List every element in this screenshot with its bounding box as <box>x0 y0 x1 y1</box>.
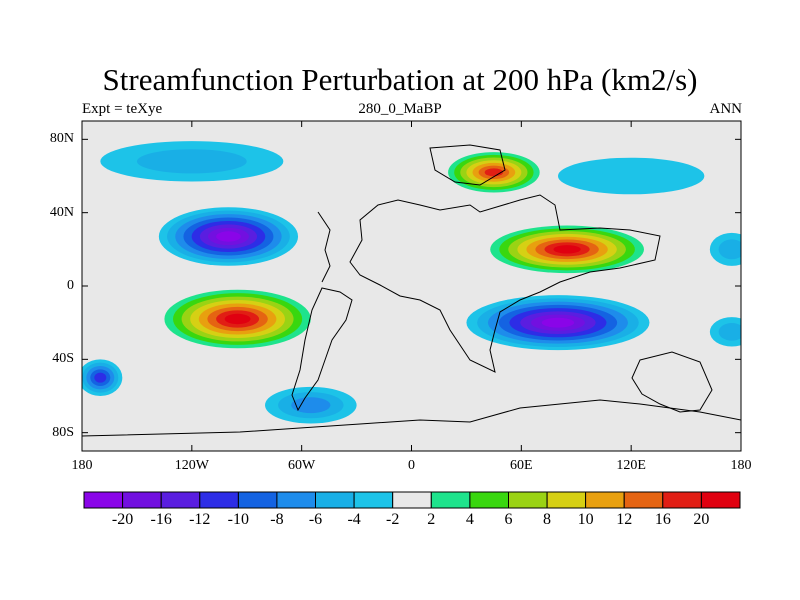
lon-tick-label: 60W <box>288 458 316 473</box>
axis-ticks <box>81 121 742 451</box>
colorbar-label: -10 <box>227 511 249 528</box>
coastline-greenland <box>429 144 506 186</box>
season-label: ANN <box>709 101 743 117</box>
colorbar-label: -2 <box>386 511 400 528</box>
run-label: 280_0_MaBP <box>358 101 442 117</box>
coastline-antarctica <box>82 399 741 437</box>
contour-field <box>82 141 741 424</box>
colorbar-swatch <box>353 491 394 509</box>
map-title: Streamfunction Perturbation at 200 hPa (… <box>102 62 698 97</box>
contour-band <box>291 397 331 414</box>
colorbar-swatch <box>392 491 432 509</box>
experiment-label: Expt = teXye <box>82 101 163 117</box>
lat-tick-label: 80S <box>52 424 74 440</box>
colorbar-swatch <box>546 491 587 509</box>
colorbar-label: 8 <box>543 511 552 528</box>
colorbar-swatch <box>122 491 162 509</box>
contour-cell-10 <box>82 359 123 396</box>
contour-band <box>216 231 241 242</box>
colorbar-swatch <box>83 491 124 509</box>
contour-cell-1 <box>164 289 311 349</box>
coastlines <box>82 144 741 437</box>
colorbar-swatch <box>430 491 471 509</box>
lat-tick-label: 40S <box>52 351 74 367</box>
lat-tick-label: 80N <box>49 131 74 147</box>
colorbar-swatch <box>585 491 625 509</box>
lon-tick-label: 180 <box>730 458 752 473</box>
lat-tick-label: 0 <box>67 278 74 293</box>
contour-band <box>553 245 581 254</box>
colorbar-label: -8 <box>270 511 284 528</box>
coastline-south-america <box>291 287 353 412</box>
colorbar-swatch <box>469 491 509 509</box>
contour-band <box>541 317 575 328</box>
colorbar-swatch <box>700 491 741 509</box>
contour-cell-2 <box>490 225 644 274</box>
colorbar-label: 2 <box>427 511 436 528</box>
contour-band <box>136 149 247 174</box>
colorbar-label: -20 <box>111 511 134 528</box>
colorbar-label: 6 <box>504 511 513 528</box>
contour-cell-6 <box>265 386 357 424</box>
colorbar-label: 4 <box>465 511 474 528</box>
colorbar-label: -6 <box>308 511 323 528</box>
contour-cell-7 <box>557 157 705 195</box>
contour-cell-5 <box>100 141 284 182</box>
lon-tick-label: 0 <box>408 458 415 473</box>
colorbar-label: -4 <box>347 511 361 528</box>
colorbar-label: 12 <box>616 511 633 528</box>
contour-cell-8 <box>709 317 741 347</box>
lon-tick-label: 120W <box>174 458 209 473</box>
colorbar-swatch <box>315 491 355 509</box>
contour-band <box>94 372 107 383</box>
colorbar-label: 20 <box>693 511 710 528</box>
contour-band <box>224 313 251 325</box>
lon-tick-label: 60E <box>510 458 533 473</box>
contour-cell-4 <box>448 152 540 193</box>
contour-band <box>557 157 705 195</box>
colorbar-label: 10 <box>577 511 594 528</box>
contour-band <box>718 323 741 341</box>
colorbar-swatch <box>623 491 664 509</box>
colorbar-swatch <box>237 491 278 509</box>
colorbar-swatch <box>508 491 548 509</box>
colorbar <box>83 491 741 509</box>
colorbar-swatch <box>199 491 239 509</box>
colorbar-swatch <box>276 491 316 509</box>
coastline-north-america <box>317 211 331 283</box>
colorbar-label: -16 <box>150 511 172 528</box>
colorbar-label: 16 <box>654 511 671 528</box>
coastline-africa-eurasia <box>349 194 661 373</box>
colorbar-swatch <box>160 491 201 509</box>
contour-cell-9 <box>709 232 741 266</box>
lat-tick-label: 40N <box>49 204 74 220</box>
lon-tick-label: 120E <box>616 458 646 473</box>
contour-cell-0 <box>158 207 299 266</box>
contour-cell-3 <box>466 295 650 351</box>
contour-band <box>718 239 741 260</box>
colorbar-label: -12 <box>189 511 211 528</box>
colorbar-swatch <box>662 491 702 509</box>
lon-tick-label: 180 <box>71 458 93 473</box>
